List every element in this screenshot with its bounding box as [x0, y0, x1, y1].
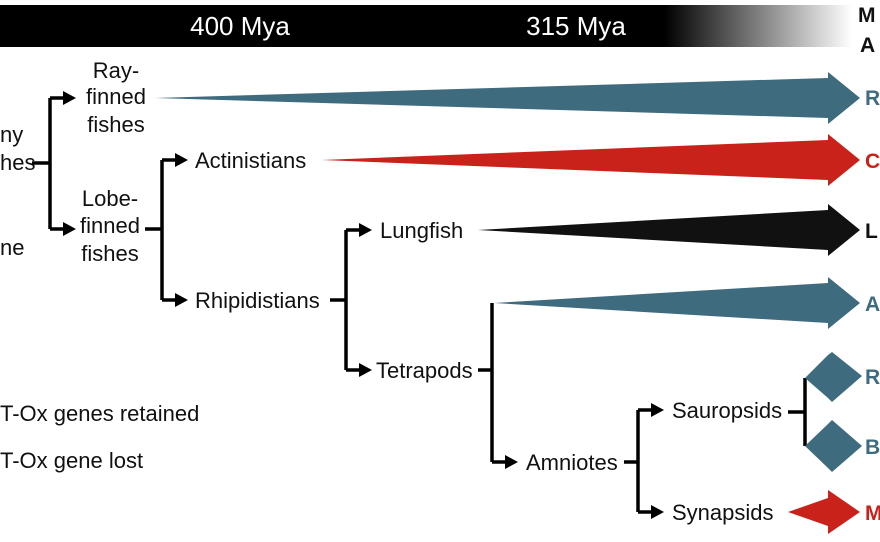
label-ray-finned-1: Ray-: [93, 58, 139, 83]
wedge-sauropsid-upper: [805, 352, 862, 402]
label-lobe-finned-3: fishes: [81, 241, 138, 266]
lineage-wedges: [155, 72, 862, 534]
terminal-letter-5: R: [865, 366, 880, 389]
label-amniotes: Amniotes: [526, 450, 618, 475]
wedge-sauropsid-lower: [805, 420, 862, 472]
legend-lost: T-Ox gene lost: [0, 448, 143, 473]
label-lobe-finned-1: Lobe-: [82, 186, 138, 211]
timeline-mark-315: 315 Mya: [526, 11, 626, 41]
label-synapsids: Synapsids: [672, 500, 774, 525]
right-header-line-2: A: [860, 34, 875, 57]
wedge-synapsids: [788, 490, 860, 534]
label-tetrapods: Tetrapods: [376, 358, 473, 383]
terminal-letter-3: L: [865, 220, 878, 243]
label-ray-finned-2: finned: [86, 84, 146, 109]
wedge-amphibians: [494, 277, 860, 329]
label-lobe-finned-2: finned: [80, 213, 140, 238]
timeline-mark-400: 400 Mya: [190, 11, 290, 41]
terminal-letter-2: C: [865, 150, 880, 173]
terminal-letter-1: R: [865, 87, 880, 110]
left-fragment-bony-2: hes: [0, 150, 35, 175]
left-fragment-bony-1: ny: [0, 122, 23, 147]
right-header-line-1: M: [858, 4, 876, 27]
terminal-letter-7: M: [865, 502, 880, 525]
tree-arrowheads: [63, 91, 664, 519]
wedge-lungfish: [478, 204, 860, 256]
timeline-bar: [0, 5, 852, 47]
tree-branches: [32, 96, 807, 514]
label-lungfish: Lungfish: [380, 218, 463, 243]
terminal-letters: R C L A R B M: [865, 87, 880, 525]
terminal-letter-4: A: [865, 293, 880, 316]
terminal-letter-6: B: [865, 436, 880, 459]
wedge-ray-finned: [155, 72, 860, 124]
label-actinistians: Actinistians: [195, 148, 306, 173]
legend-retained: T-Ox genes retained: [0, 401, 199, 426]
label-rhipidistians: Rhipidistians: [195, 288, 320, 313]
label-sauropsids: Sauropsids: [672, 398, 782, 423]
label-ray-finned-3: fishes: [87, 112, 144, 137]
left-fragment-3: ne: [0, 235, 24, 260]
wedge-actinistians: [322, 134, 860, 186]
